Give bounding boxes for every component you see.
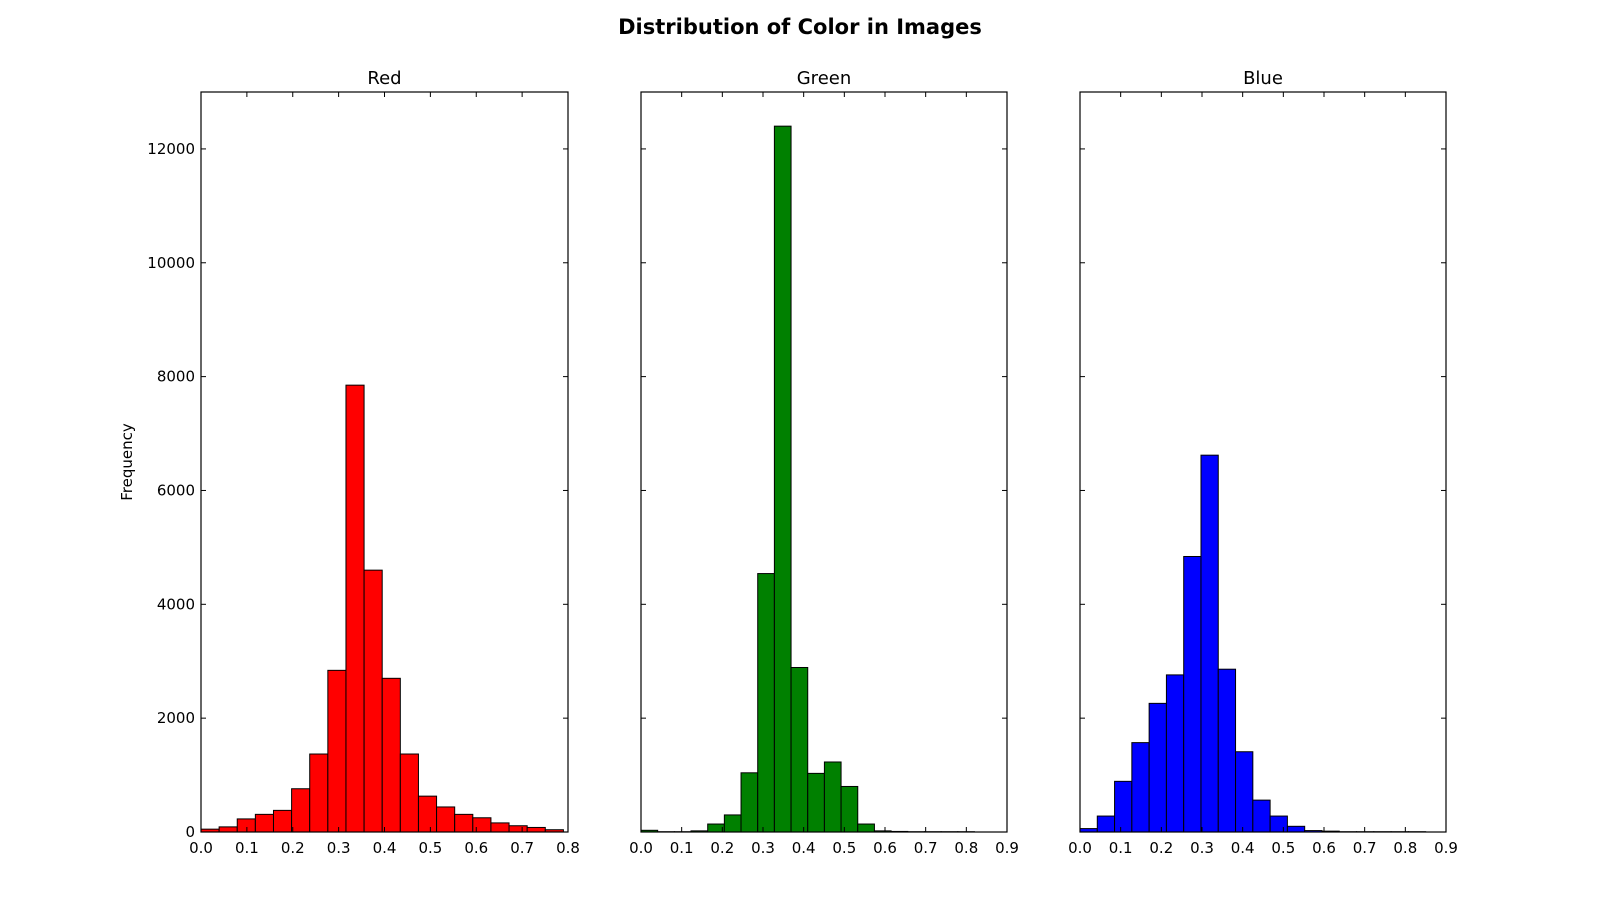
x-tick-label: 0.5 bbox=[1271, 839, 1295, 857]
x-tick-label: 0.8 bbox=[954, 839, 978, 857]
histogram-bar bbox=[1217, 668, 1237, 833]
x-tick-label: 0.7 bbox=[510, 839, 534, 857]
x-tick-label: 0.4 bbox=[792, 839, 816, 857]
x-tick-label: 0.2 bbox=[1149, 839, 1173, 857]
histogram-bar bbox=[218, 826, 238, 833]
x-tick-label: 0.1 bbox=[1109, 839, 1133, 857]
histogram-bar bbox=[291, 788, 311, 833]
histogram-bar bbox=[723, 814, 742, 833]
histogram-bar bbox=[254, 813, 274, 833]
histogram-bar bbox=[272, 809, 293, 833]
x-tick-label: 0.6 bbox=[873, 839, 897, 857]
histogram-bar bbox=[857, 823, 875, 833]
y-tick-label: 8000 bbox=[157, 368, 195, 386]
x-tick-label: 0.7 bbox=[1353, 839, 1377, 857]
x-tick-label: 0.5 bbox=[832, 839, 856, 857]
histogram-bar bbox=[807, 772, 825, 833]
y-tick-label: 4000 bbox=[157, 595, 195, 613]
histogram-bar bbox=[1252, 799, 1271, 833]
panel-green: Green 0.0 0.1 0.2 0.3 0.4 0.5 0.6 0.7 0.8 0.9 bbox=[629, 68, 1019, 857]
y-tick-label: 0 bbox=[185, 823, 195, 841]
histogram-bar bbox=[1148, 702, 1167, 833]
x-tick-label: 0.0 bbox=[189, 839, 213, 857]
histogram-bar bbox=[740, 772, 759, 833]
histogram-bar bbox=[1200, 454, 1219, 833]
x-tick-label: 0.7 bbox=[914, 839, 938, 857]
y-tick-label: 6000 bbox=[157, 481, 195, 499]
x-tick-label: 0.0 bbox=[1068, 839, 1092, 857]
x-tick-label: 0.2 bbox=[710, 839, 734, 857]
panels: Red 0.0 0.1 0.2 0.3 0.4 0.5 0.6 0.7 0.8 0 2000 4000 6… bbox=[147, 68, 1458, 857]
histogram-bar bbox=[1096, 815, 1116, 833]
histogram-bar bbox=[236, 818, 256, 833]
histogram-bar bbox=[757, 573, 775, 833]
x-tick-label: 0.3 bbox=[327, 839, 351, 857]
histogram-bar bbox=[1131, 742, 1150, 833]
x-tick-label: 0.8 bbox=[556, 839, 580, 857]
histogram-bar bbox=[823, 761, 842, 833]
histogram-bar bbox=[526, 826, 546, 833]
histogram-bar bbox=[840, 785, 859, 833]
histogram-bar bbox=[1183, 555, 1202, 833]
panel-red: Red 0.0 0.1 0.2 0.3 0.4 0.5 0.6 0.7 0.8 0 2000 4000 6… bbox=[147, 68, 580, 857]
x-tick-label: 0.6 bbox=[464, 839, 488, 857]
panel-blue: Blue 0.0 0.1 0.2 0.3 0.4 0.5 0.6 0.7 0.8 0.9 bbox=[1068, 68, 1458, 857]
x-tick-label: 0.6 bbox=[1312, 839, 1336, 857]
axes-frame bbox=[640, 91, 1008, 833]
histogram-bar bbox=[1286, 825, 1306, 833]
histogram-bar bbox=[508, 825, 528, 833]
y-tick-label: 12000 bbox=[147, 140, 195, 158]
x-tick-label: 0.4 bbox=[1231, 839, 1255, 857]
y-axis-label: Frequency bbox=[118, 423, 136, 501]
histogram-bar bbox=[1114, 780, 1133, 833]
y-tick-label: 10000 bbox=[147, 254, 195, 272]
x-tick-label: 0.3 bbox=[751, 839, 775, 857]
y-tick-label: 2000 bbox=[157, 709, 195, 727]
x-tick-label: 0.1 bbox=[235, 839, 259, 857]
x-tick-label: 0.4 bbox=[373, 839, 397, 857]
x-tick-label: 0.8 bbox=[1393, 839, 1417, 857]
x-tick-label: 0.5 bbox=[418, 839, 442, 857]
x-tick-label: 0.3 bbox=[1190, 839, 1214, 857]
histogram-bar bbox=[417, 795, 438, 833]
x-tick-label: 0.2 bbox=[281, 839, 305, 857]
histogram-bar bbox=[1269, 815, 1288, 833]
histogram-bar bbox=[309, 753, 329, 833]
subplot-title: Blue bbox=[1243, 68, 1283, 89]
histogram-bar bbox=[454, 813, 474, 833]
histogram-bar bbox=[363, 569, 383, 833]
histogram-bar bbox=[399, 753, 419, 833]
histogram-bar bbox=[1235, 751, 1254, 833]
histogram-bar bbox=[790, 666, 809, 833]
x-tick-label: 0.9 bbox=[1434, 839, 1458, 857]
histogram-bar bbox=[436, 806, 456, 833]
x-tick-label: 0.0 bbox=[629, 839, 653, 857]
axes-frame bbox=[1079, 91, 1447, 833]
chart-title: Distribution of Color in Images bbox=[618, 15, 982, 39]
histogram-bar bbox=[345, 384, 365, 833]
histogram-bar bbox=[472, 817, 492, 833]
histogram-bar bbox=[490, 822, 510, 833]
histogram-bar bbox=[381, 677, 401, 833]
histogram-bar bbox=[1165, 674, 1185, 833]
subplot-title: Red bbox=[367, 68, 401, 89]
histogram-bar bbox=[327, 669, 347, 833]
x-tick-label: 0.9 bbox=[995, 839, 1019, 857]
x-tick-label: 0.1 bbox=[670, 839, 694, 857]
subplot-title: Green bbox=[797, 68, 852, 89]
histogram-bar bbox=[773, 125, 792, 833]
